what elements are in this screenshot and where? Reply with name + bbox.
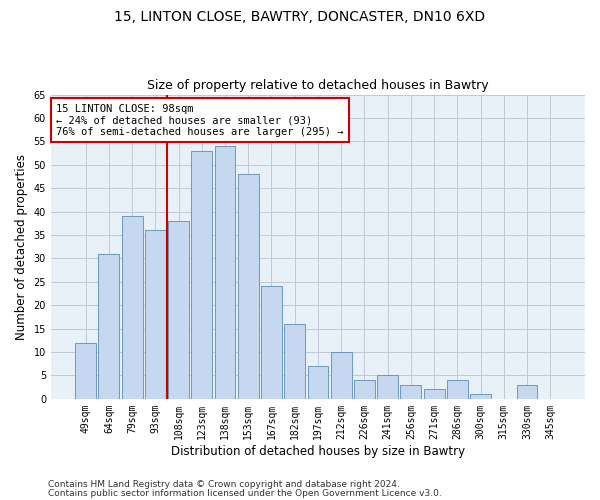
- Bar: [354, 380, 375, 399]
- Bar: [517, 385, 538, 399]
- Bar: [447, 380, 468, 399]
- Bar: [424, 390, 445, 399]
- Bar: [284, 324, 305, 399]
- Bar: [261, 286, 282, 399]
- Bar: [75, 342, 96, 399]
- Bar: [191, 150, 212, 399]
- Bar: [470, 394, 491, 399]
- Y-axis label: Number of detached properties: Number of detached properties: [15, 154, 28, 340]
- Text: Contains public sector information licensed under the Open Government Licence v3: Contains public sector information licen…: [48, 489, 442, 498]
- Bar: [238, 174, 259, 399]
- Text: 15 LINTON CLOSE: 98sqm
← 24% of detached houses are smaller (93)
76% of semi-det: 15 LINTON CLOSE: 98sqm ← 24% of detached…: [56, 104, 344, 137]
- Bar: [145, 230, 166, 399]
- Bar: [308, 366, 328, 399]
- Text: Contains HM Land Registry data © Crown copyright and database right 2024.: Contains HM Land Registry data © Crown c…: [48, 480, 400, 489]
- Text: 15, LINTON CLOSE, BAWTRY, DONCASTER, DN10 6XD: 15, LINTON CLOSE, BAWTRY, DONCASTER, DN1…: [115, 10, 485, 24]
- Bar: [122, 216, 143, 399]
- Bar: [377, 376, 398, 399]
- Title: Size of property relative to detached houses in Bawtry: Size of property relative to detached ho…: [147, 79, 489, 92]
- Bar: [400, 385, 421, 399]
- Bar: [98, 254, 119, 399]
- Bar: [215, 146, 235, 399]
- Bar: [168, 221, 189, 399]
- X-axis label: Distribution of detached houses by size in Bawtry: Distribution of detached houses by size …: [171, 444, 465, 458]
- Bar: [331, 352, 352, 399]
